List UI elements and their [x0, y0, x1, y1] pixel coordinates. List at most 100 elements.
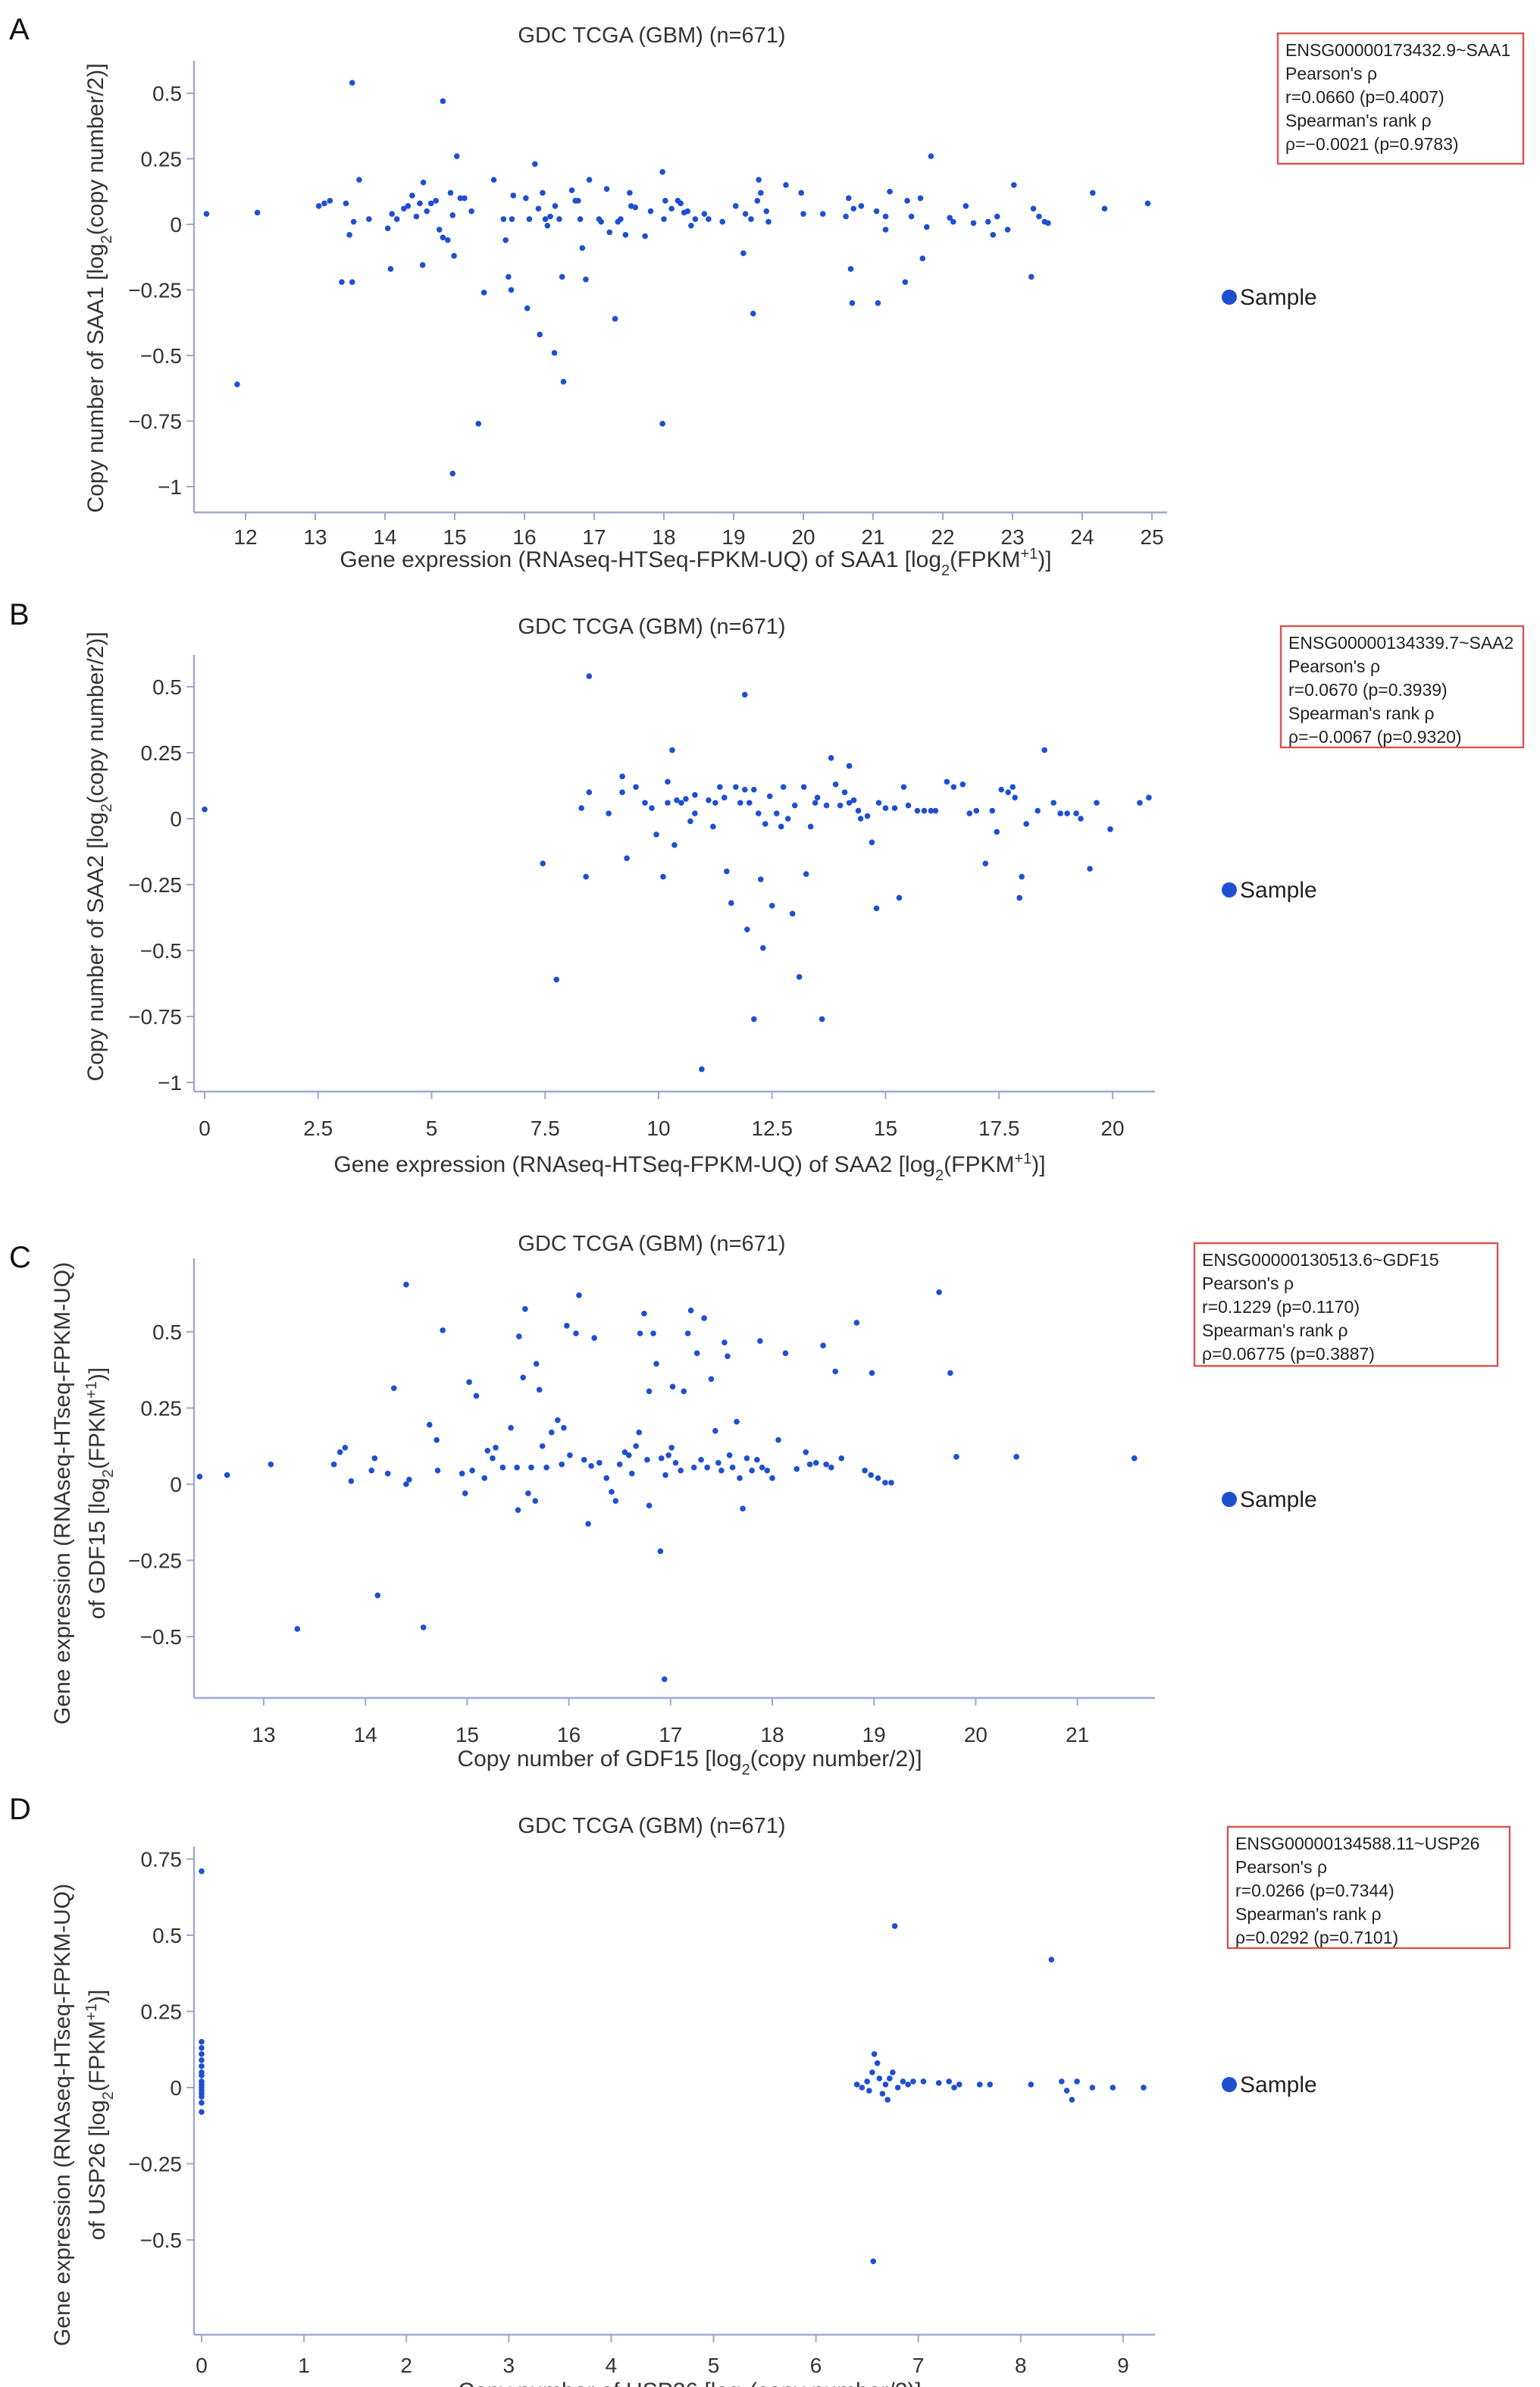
data-point — [928, 153, 934, 159]
data-point — [866, 2088, 872, 2094]
data-point — [1050, 800, 1056, 806]
data-point — [951, 2085, 957, 2091]
data-point — [962, 202, 969, 209]
y-tick-label: 0 — [170, 807, 182, 831]
y-tick-label: 0.25 — [141, 2000, 183, 2024]
data-point — [732, 202, 739, 209]
data-point — [581, 1457, 587, 1463]
data-point — [847, 266, 854, 272]
y-axis-label-part: +1 — [83, 1381, 100, 1399]
data-point — [947, 215, 953, 221]
stats-box-border — [1279, 625, 1525, 749]
y-axis-label-part: )] — [85, 1990, 110, 2003]
y-axis-label: Gene expression (RNAseq-HTseq-FPKM-UQ) — [50, 1884, 75, 2346]
data-point — [712, 800, 718, 806]
x-tick-label: 24 — [1070, 525, 1094, 549]
x-axis-label-part: 2 — [742, 1762, 750, 1778]
data-point — [449, 212, 456, 218]
data-point — [199, 2063, 205, 2069]
data-point — [413, 213, 420, 220]
data-point — [1023, 821, 1029, 827]
data-point — [543, 1464, 549, 1471]
data-point — [928, 807, 934, 814]
data-point — [514, 1464, 520, 1471]
y-axis-label-part: of GDF15 [log — [85, 1477, 110, 1619]
data-point — [1012, 794, 1019, 800]
data-point — [560, 378, 567, 385]
data-point — [658, 1455, 665, 1461]
data-point — [814, 794, 821, 800]
data-point — [254, 209, 261, 216]
data-point — [544, 222, 551, 229]
data-point — [540, 190, 546, 196]
x-tick-label: 13 — [303, 525, 327, 549]
data-point — [559, 1461, 565, 1468]
stats-box-border — [1193, 1242, 1499, 1367]
data-point — [449, 470, 456, 477]
x-tick-label: 17 — [582, 525, 606, 549]
data-point — [586, 789, 593, 795]
data-point — [678, 1468, 684, 1474]
x-tick-label: 14 — [354, 1723, 377, 1746]
data-point — [419, 262, 426, 268]
data-point — [789, 910, 796, 917]
data-point — [970, 220, 977, 227]
y-axis-label: Copy number of SAA2 [log2(copy number/2)… — [83, 631, 115, 1081]
data-point — [321, 200, 327, 207]
data-point — [515, 1507, 521, 1513]
data-point — [637, 1330, 643, 1336]
x-tick-label: 20 — [964, 1723, 988, 1746]
data-point — [618, 216, 624, 222]
data-point — [690, 1464, 697, 1471]
data-point — [484, 1447, 491, 1454]
data-point — [750, 310, 756, 317]
data-point — [202, 807, 208, 813]
data-point — [924, 224, 930, 230]
y-axis-label-part: (FPKM — [85, 2021, 110, 2091]
data-point — [539, 1443, 546, 1449]
data-point — [508, 287, 515, 293]
data-point — [754, 1457, 760, 1463]
data-point — [1090, 190, 1096, 196]
x-tick-label: 15 — [874, 1117, 897, 1140]
data-point — [661, 1676, 668, 1683]
data-point — [586, 673, 593, 679]
data-point — [728, 900, 734, 907]
data-point — [838, 1455, 845, 1461]
data-point — [633, 1443, 639, 1449]
data-point — [336, 1449, 343, 1455]
data-point — [532, 1498, 539, 1504]
data-point — [884, 2097, 891, 2103]
data-point — [662, 198, 668, 204]
x-tick-label: 19 — [862, 1723, 886, 1746]
data-point — [699, 1066, 705, 1073]
y-tick-label: 0.5 — [152, 675, 182, 699]
y-axis-label-part: 2 — [100, 2091, 117, 2100]
data-point — [850, 797, 857, 803]
data-point — [693, 1350, 700, 1356]
data-point — [784, 816, 791, 822]
data-point — [936, 1289, 942, 1295]
data-point — [684, 1330, 691, 1336]
legend-marker-icon — [1222, 1492, 1237, 1507]
data-point — [946, 2078, 953, 2085]
legend-label: Sample — [1240, 2072, 1317, 2097]
data-point — [641, 1311, 647, 1317]
data-point — [661, 216, 667, 222]
data-point — [819, 1016, 825, 1023]
panel-letter: A — [9, 13, 30, 46]
data-point — [1144, 200, 1151, 207]
data-point — [734, 1418, 740, 1425]
data-point — [1009, 784, 1016, 791]
data-point — [806, 1461, 813, 1468]
data-point — [849, 300, 856, 306]
y-tick-label: −0.25 — [128, 279, 182, 302]
data-point — [994, 213, 1000, 220]
x-tick-label: 12.5 — [752, 1117, 793, 1140]
data-point — [659, 421, 665, 427]
data-point — [1016, 894, 1023, 901]
data-point — [846, 800, 853, 806]
data-point — [199, 2072, 205, 2078]
data-point — [874, 2060, 881, 2066]
data-point — [196, 1474, 203, 1480]
